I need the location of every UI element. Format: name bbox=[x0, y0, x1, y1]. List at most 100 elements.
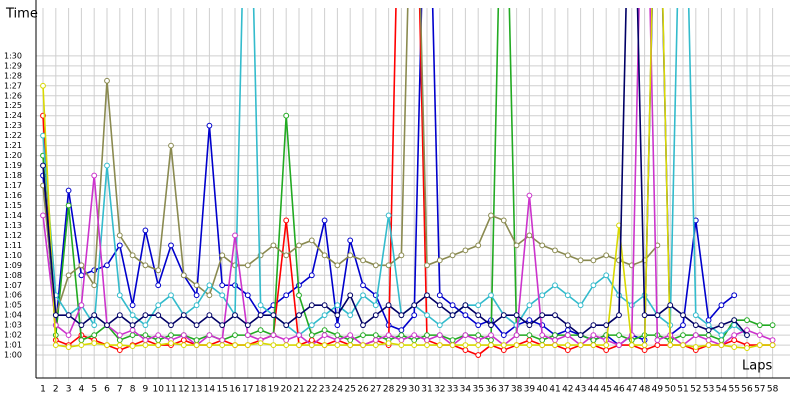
point bbox=[692, 344, 699, 350]
point bbox=[718, 342, 725, 348]
point bbox=[398, 252, 405, 259]
x-tick-label: 24 bbox=[332, 385, 344, 395]
point bbox=[628, 342, 635, 348]
point bbox=[155, 267, 162, 274]
point bbox=[436, 302, 443, 309]
point bbox=[360, 292, 366, 299]
x-tick-label: 12 bbox=[178, 385, 189, 395]
point bbox=[539, 337, 546, 344]
point bbox=[193, 337, 200, 344]
point bbox=[500, 347, 507, 353]
point bbox=[116, 332, 123, 339]
point bbox=[168, 340, 174, 346]
point bbox=[116, 312, 123, 319]
point bbox=[744, 317, 750, 324]
point bbox=[449, 312, 456, 319]
point bbox=[436, 257, 443, 264]
x-tick-label: 48 bbox=[639, 385, 651, 395]
point bbox=[475, 352, 482, 358]
y-tick-label: 1:03 bbox=[4, 321, 22, 330]
point bbox=[129, 322, 136, 329]
point bbox=[692, 312, 699, 319]
point bbox=[411, 312, 418, 319]
series-line bbox=[42, 8, 773, 349]
point bbox=[283, 342, 290, 348]
point bbox=[360, 342, 366, 348]
point bbox=[500, 217, 507, 224]
point bbox=[104, 77, 110, 84]
point bbox=[667, 302, 674, 309]
point bbox=[475, 322, 482, 329]
point bbox=[283, 292, 290, 299]
point bbox=[347, 292, 354, 299]
point bbox=[616, 342, 622, 348]
x-tick-label: 1 bbox=[40, 385, 46, 395]
point bbox=[283, 252, 290, 259]
x-tick-label: 36 bbox=[485, 385, 497, 395]
point bbox=[475, 312, 482, 319]
point bbox=[731, 344, 738, 350]
point bbox=[731, 317, 738, 324]
point bbox=[526, 317, 533, 324]
point bbox=[488, 212, 494, 219]
point bbox=[168, 292, 174, 299]
y-tick-label: 1:05 bbox=[4, 301, 22, 310]
point bbox=[718, 322, 725, 329]
x-tick-label: 28 bbox=[383, 385, 395, 395]
point bbox=[603, 347, 610, 353]
point bbox=[411, 332, 418, 339]
y-tick-label: 1:21 bbox=[4, 141, 22, 150]
point bbox=[129, 302, 136, 309]
point bbox=[91, 172, 98, 179]
point bbox=[680, 312, 686, 319]
y-axis-label: Time bbox=[5, 7, 38, 22]
x-tick-label: 19 bbox=[268, 385, 280, 395]
point bbox=[526, 342, 533, 348]
point bbox=[308, 337, 315, 344]
point bbox=[52, 312, 59, 319]
point bbox=[385, 302, 392, 309]
x-tick-label: 58 bbox=[767, 385, 779, 395]
point bbox=[488, 342, 494, 348]
y-tick-label: 1:02 bbox=[4, 331, 22, 340]
point bbox=[257, 327, 264, 334]
point bbox=[155, 282, 162, 289]
point bbox=[257, 302, 264, 309]
point bbox=[603, 342, 610, 348]
point bbox=[385, 332, 392, 339]
point bbox=[654, 337, 661, 344]
point bbox=[78, 342, 85, 348]
x-tick-label: 9 bbox=[143, 385, 149, 395]
point bbox=[603, 252, 610, 259]
point bbox=[424, 332, 430, 339]
y-tick-label: 1:16 bbox=[4, 191, 22, 200]
point bbox=[347, 332, 354, 339]
point bbox=[78, 262, 85, 269]
point bbox=[65, 272, 72, 279]
point bbox=[78, 272, 85, 279]
point bbox=[104, 322, 110, 329]
point bbox=[116, 342, 123, 348]
x-tick-label: 32 bbox=[434, 385, 445, 395]
point bbox=[257, 340, 264, 346]
point bbox=[744, 327, 750, 334]
plot-area bbox=[40, 8, 776, 358]
x-tick-label: 35 bbox=[472, 385, 483, 395]
point bbox=[142, 322, 149, 329]
point bbox=[769, 322, 776, 329]
point bbox=[680, 332, 686, 339]
point bbox=[462, 347, 469, 353]
x-tick-label: 56 bbox=[741, 385, 753, 395]
point bbox=[244, 262, 251, 269]
point bbox=[40, 162, 46, 169]
point bbox=[334, 312, 341, 319]
point bbox=[577, 332, 584, 339]
x-tick-label: 11 bbox=[165, 385, 176, 395]
point bbox=[52, 342, 59, 348]
y-tick-label: 1:13 bbox=[4, 221, 22, 230]
x-tick-label: 18 bbox=[255, 385, 267, 395]
point bbox=[296, 312, 302, 319]
point bbox=[334, 262, 341, 269]
point bbox=[654, 342, 661, 348]
